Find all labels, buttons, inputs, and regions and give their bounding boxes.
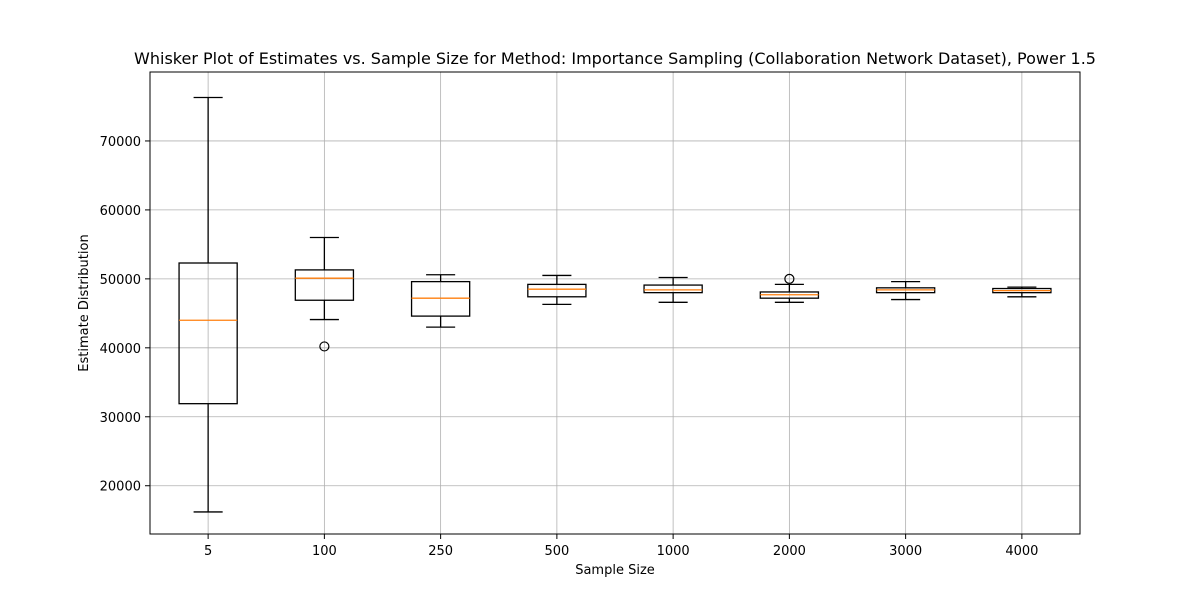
- x-tick-label: 4000: [1005, 544, 1038, 559]
- outlier-point: [784, 273, 795, 284]
- boxes: [178, 96, 1052, 513]
- box-2000: [759, 273, 820, 303]
- box-100: [294, 236, 355, 352]
- iqr-box: [178, 262, 238, 405]
- y-tick-label: 40000: [100, 342, 141, 357]
- x-tick-label: 500: [544, 544, 569, 559]
- y-axis-ticks: 20000 30000 40000 50000 60000 70000: [100, 135, 150, 495]
- box-5: [178, 96, 238, 513]
- outlier-point: [319, 341, 330, 352]
- box-500: [527, 274, 587, 306]
- x-tick-label: 5: [204, 544, 212, 559]
- y-axis-label: Estimate Distribution: [77, 234, 92, 371]
- box-4000: [992, 286, 1052, 298]
- x-tick-label: 100: [312, 544, 337, 559]
- iqr-box: [527, 283, 587, 298]
- grid-lines: [150, 72, 1080, 534]
- x-axis-label: Sample Size: [575, 563, 655, 578]
- x-tick-label: 1000: [657, 544, 690, 559]
- y-tick-label: 50000: [100, 273, 141, 288]
- y-tick-label: 70000: [100, 135, 141, 150]
- x-tick-label: 3000: [889, 544, 922, 559]
- y-tick-label: 60000: [100, 204, 141, 219]
- y-tick-label: 20000: [100, 480, 141, 495]
- iqr-box: [643, 284, 703, 294]
- x-tick-label: 250: [428, 544, 453, 559]
- y-tick-label: 30000: [100, 411, 141, 426]
- chart-title: Whisker Plot of Estimates vs. Sample Siz…: [134, 49, 1096, 68]
- x-axis-ticks: 5 100 250 500 1000 2000 3000 4000: [204, 534, 1038, 559]
- iqr-box: [294, 269, 355, 301]
- box-3000: [875, 280, 936, 301]
- iqr-box: [410, 280, 471, 317]
- x-tick-label: 2000: [773, 544, 806, 559]
- box-1000: [643, 276, 703, 303]
- plot-frame: [149, 71, 1081, 535]
- box-250: [410, 274, 471, 328]
